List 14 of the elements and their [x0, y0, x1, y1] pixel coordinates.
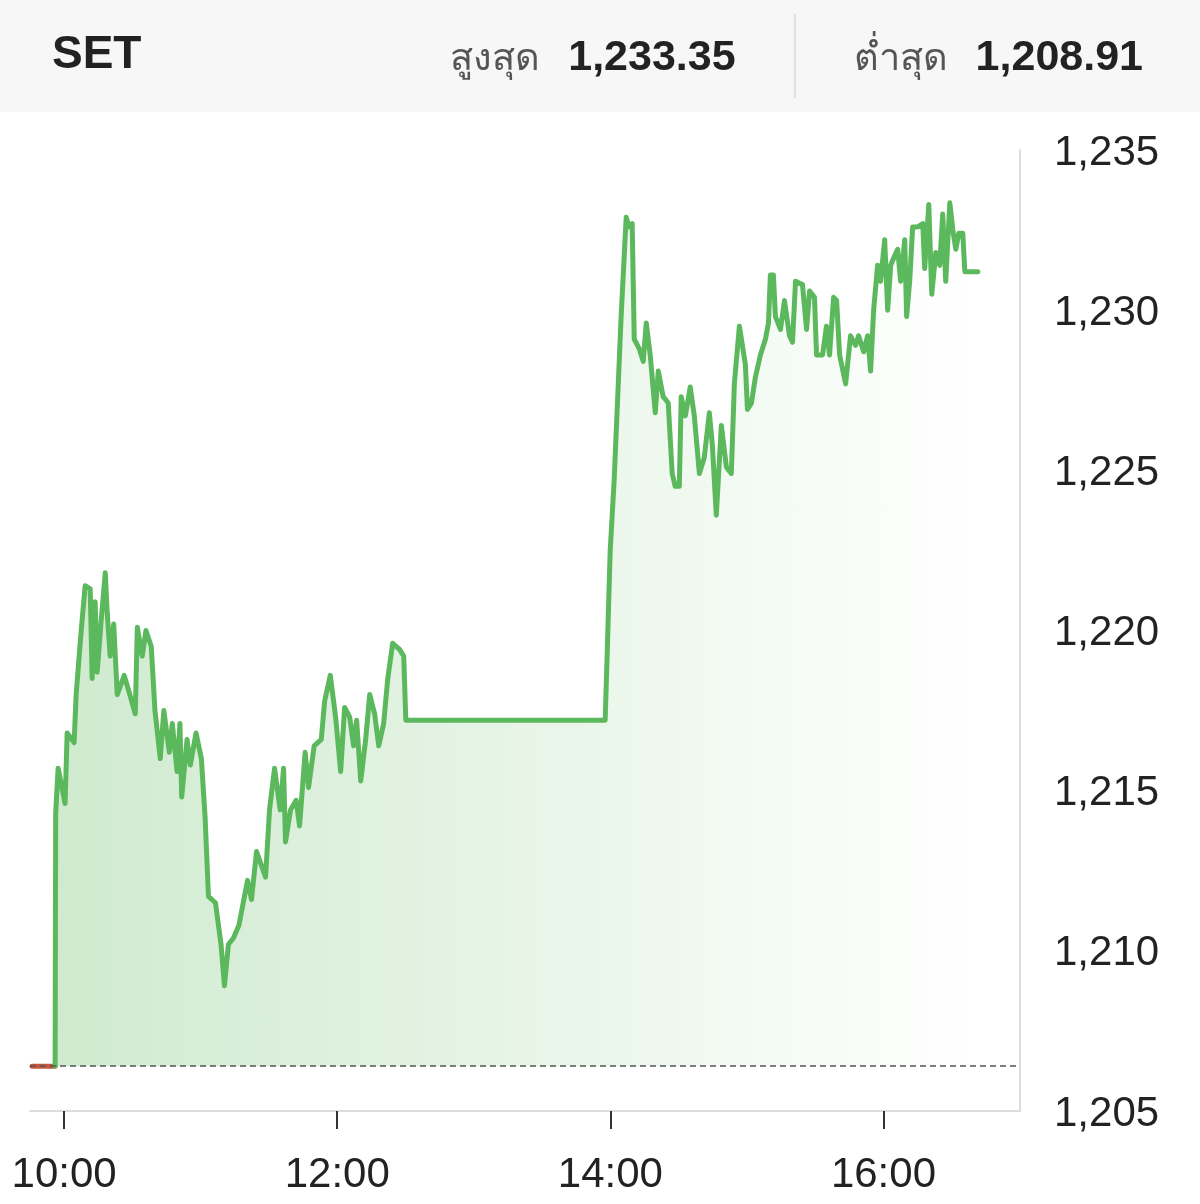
y-tick-label: 1,205: [1054, 1087, 1160, 1135]
y-tick-label: 1,235: [1054, 126, 1160, 174]
text: ต่ำสุด 1,208.91: [853, 29, 1143, 82]
y-tick-label: 1,220: [1054, 607, 1160, 654]
x-tick-label: 16:00: [830, 1148, 936, 1196]
text: สูงสุด 1,233.35: [450, 29, 736, 82]
x-tick-label: 14:00: [557, 1148, 663, 1196]
y-tick-label: 1,225: [1054, 446, 1160, 494]
x-tick-label: 10:00: [11, 1148, 117, 1196]
y-tick-label: 1,230: [1054, 286, 1160, 334]
chart-title: SET: [52, 25, 142, 80]
y-tick-label: 1,210: [1054, 927, 1160, 975]
y-tick-label: 1,215: [1054, 767, 1160, 815]
x-tick-label: 12:00: [284, 1148, 390, 1196]
